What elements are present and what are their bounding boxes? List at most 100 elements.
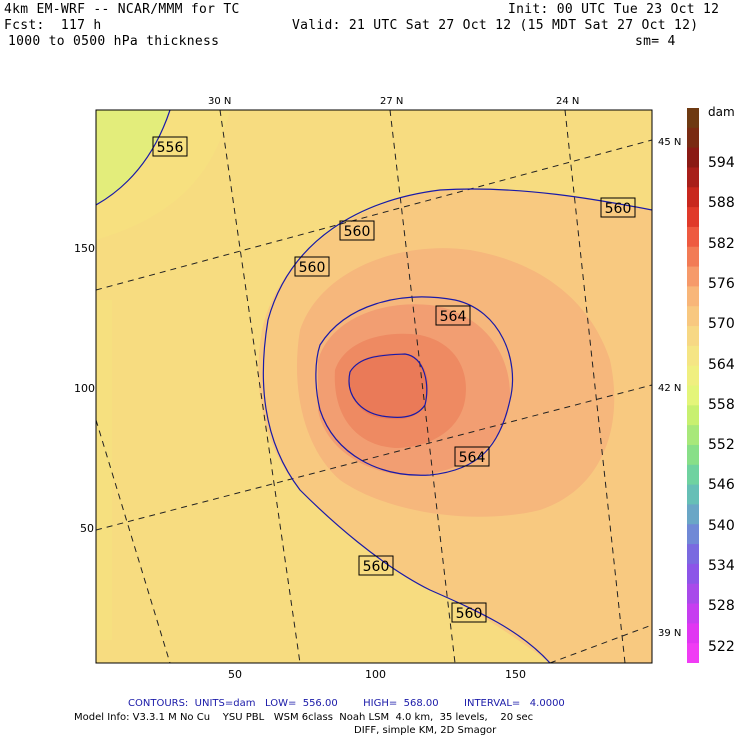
contour-label: 564 bbox=[435, 305, 471, 326]
lat-label-27n: 27 N bbox=[380, 96, 404, 107]
contour-560 bbox=[262, 188, 652, 663]
colorbar-swatch bbox=[687, 207, 699, 228]
colorbar-label: 582 bbox=[708, 235, 735, 252]
fill-556-band bbox=[96, 110, 230, 240]
colorbar-swatch bbox=[687, 226, 699, 248]
colorbar-label: 546 bbox=[708, 477, 735, 494]
colorbar-swatch bbox=[687, 147, 699, 169]
contour-label-text: 560 bbox=[299, 260, 326, 276]
lat-label-24n: 24 N bbox=[556, 96, 580, 107]
colorbar-label: 558 bbox=[708, 396, 735, 413]
lat-label-30n: 30 N bbox=[208, 96, 232, 107]
model-title: 4km EM-WRF -- NCAR/MMM for TC bbox=[4, 2, 240, 17]
colorbar-swatch bbox=[687, 643, 699, 663]
colorbar-swatch bbox=[687, 504, 699, 525]
map-fill bbox=[96, 110, 652, 663]
smoothing: sm= 4 bbox=[635, 34, 676, 49]
y-tick-50: 50 bbox=[80, 522, 94, 535]
colorbar-swatch bbox=[687, 464, 699, 486]
contour-label-text: 560 bbox=[605, 201, 632, 217]
contour-label: 560 bbox=[339, 220, 375, 241]
grid-line bbox=[549, 624, 652, 663]
x-tick-50: 50 bbox=[228, 668, 242, 681]
colorbar-swatch bbox=[687, 563, 699, 585]
contour-info: CONTOURS: UNITS=dam LOW= 556.00 HIGH= 56… bbox=[128, 698, 565, 709]
valid-time: Valid: 21 UTC Sat 27 Oct 12 (15 MDT Sat … bbox=[292, 18, 699, 33]
colorbar-swatch bbox=[687, 167, 699, 188]
grid-line bbox=[389, 110, 456, 663]
init-time: Init: 00 UTC Tue 23 Oct 12 bbox=[508, 2, 720, 17]
contour-label-text: 556 bbox=[157, 140, 184, 156]
contour-564 bbox=[315, 296, 514, 476]
contour-lines bbox=[96, 110, 652, 663]
fill-570 bbox=[349, 353, 429, 420]
colorbar-label: 528 bbox=[708, 598, 735, 615]
colorbar-swatch bbox=[687, 425, 699, 446]
lat-label-45n: 45 N bbox=[658, 137, 682, 148]
y-tick-100: 100 bbox=[74, 382, 95, 395]
contour-label: 556 bbox=[152, 136, 188, 157]
colorbar-swatch bbox=[687, 187, 699, 208]
colorbar-swatch bbox=[687, 484, 699, 506]
fill-low-corner bbox=[96, 110, 170, 205]
plot-frame bbox=[95, 109, 653, 664]
colorbar-swatch bbox=[687, 246, 699, 268]
colorbar-swatch bbox=[687, 127, 699, 149]
grid-line bbox=[219, 110, 301, 663]
colorbar-swatch bbox=[687, 623, 699, 644]
x-tick-150: 150 bbox=[505, 668, 526, 681]
contour-label: 560 bbox=[600, 197, 636, 218]
grid-line bbox=[96, 419, 171, 663]
colorbar-swatch bbox=[687, 524, 699, 545]
colorbar-swatch bbox=[687, 108, 699, 129]
lat-label-42n: 42 N bbox=[658, 383, 682, 394]
contour-label-text: 564 bbox=[440, 309, 467, 325]
forecast-hour: Fcst: 117 h bbox=[4, 18, 102, 33]
lat-lon-grid bbox=[96, 110, 652, 663]
contour-label: 560 bbox=[358, 555, 394, 576]
colorbar-label: 540 bbox=[708, 517, 735, 534]
colorbar-swatch bbox=[687, 444, 699, 466]
colorbar-label: 564 bbox=[708, 356, 735, 373]
contour-556 bbox=[96, 110, 171, 206]
field-name: 1000 to 0500 hPa thickness bbox=[8, 34, 220, 49]
diffusion-info: DIFF, simple KM, 2D Smagor bbox=[354, 725, 497, 736]
contour-label: 560 bbox=[451, 602, 487, 623]
contour-labels: 556 560 560 560 564 564 560 560 bbox=[152, 136, 636, 623]
colorbar-swatch bbox=[687, 583, 699, 605]
colorbar-label: 594 bbox=[708, 155, 735, 171]
x-tick-100: 100 bbox=[365, 668, 386, 681]
contour-label-text: 560 bbox=[363, 559, 390, 575]
colorbar-swatch bbox=[687, 603, 699, 624]
y-tick-150: 150 bbox=[74, 242, 95, 255]
colorbar-swatch bbox=[687, 405, 699, 426]
colorbar-swatch bbox=[687, 385, 699, 406]
contour-label-text: 560 bbox=[456, 606, 483, 622]
grid-line bbox=[96, 384, 652, 531]
grid-line bbox=[564, 110, 626, 663]
colorbar-swatch bbox=[687, 544, 699, 565]
colorbar-swatch bbox=[687, 266, 699, 287]
colorbar-label: 534 bbox=[708, 558, 735, 574]
contour-label-text: 564 bbox=[459, 450, 486, 466]
colorbar-label: 576 bbox=[708, 275, 735, 292]
colorbar-swatch bbox=[687, 326, 699, 347]
colorbar-label: 570 bbox=[708, 316, 735, 333]
fill-552-strip bbox=[96, 300, 112, 640]
contour-label: 564 bbox=[454, 446, 490, 467]
colorbar-unit: dam bbox=[708, 105, 735, 119]
colorbar bbox=[687, 108, 699, 663]
colorbar-label: 588 bbox=[708, 195, 735, 212]
colorbar-label: 552 bbox=[708, 437, 735, 454]
colorbar-swatch bbox=[687, 365, 699, 387]
contour-568 bbox=[348, 353, 428, 418]
colorbar-swatch bbox=[687, 286, 699, 307]
colorbar-label: 522 bbox=[708, 638, 735, 655]
colorbar-swatch bbox=[687, 306, 699, 327]
contour-label-text: 560 bbox=[344, 224, 371, 240]
colorbar-swatch bbox=[687, 345, 699, 367]
grid-line bbox=[96, 139, 652, 291]
model-info: Model Info: V3.3.1 M No Cu YSU PBL WSM 6… bbox=[74, 712, 534, 723]
contour-label: 560 bbox=[294, 256, 330, 277]
